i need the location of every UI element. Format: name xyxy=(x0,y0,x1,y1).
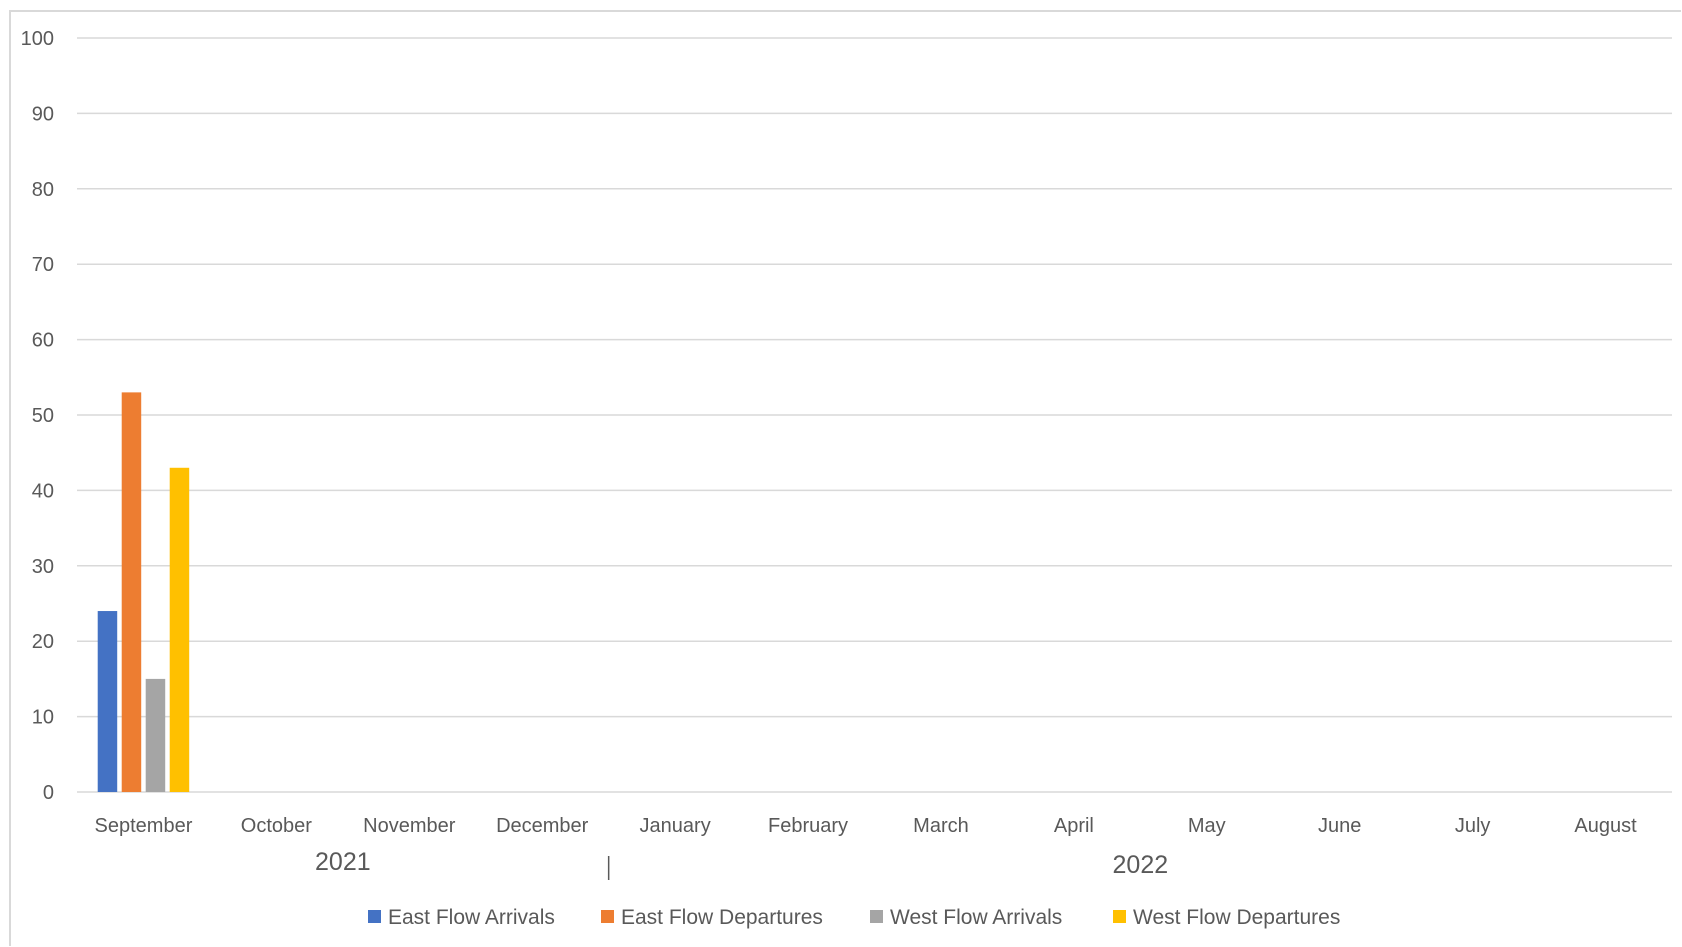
bar-west-flow-departures-september xyxy=(169,467,190,792)
y-tick-label-30: 30 xyxy=(32,556,54,578)
legend-label-west-flow-departures: West Flow Departures xyxy=(1133,906,1340,929)
y-tick-label-70: 70 xyxy=(32,254,54,276)
x-tick-label-january: January xyxy=(640,815,711,837)
x-tick-label-may: May xyxy=(1188,815,1226,837)
x-tick-label-july: July xyxy=(1455,815,1491,837)
x-tick-label-october: October xyxy=(241,815,312,837)
bar-east-flow-arrivals-september xyxy=(97,611,118,792)
bar-west-flow-arrivals-september xyxy=(145,678,166,792)
chart-frame xyxy=(9,10,1681,946)
y-tick-label-0: 0 xyxy=(43,782,54,804)
y-tick-label-80: 80 xyxy=(32,179,54,201)
y-tick-label-20: 20 xyxy=(32,631,54,653)
y-tick-label-40: 40 xyxy=(32,480,54,502)
legend-label-east-flow-departures: East Flow Departures xyxy=(621,906,823,929)
x-tick-label-june: June xyxy=(1318,815,1361,837)
x-tick-label-december: December xyxy=(496,815,589,837)
year-label-2022: 2022 xyxy=(1113,851,1169,879)
bar-east-flow-departures-september xyxy=(121,392,142,792)
x-tick-label-march: March xyxy=(913,815,969,837)
x-tick-label-september: September xyxy=(95,815,193,837)
year-label-2021: 2021 xyxy=(315,848,371,876)
x-tick-label-april: April xyxy=(1054,815,1094,837)
legend-label-east-flow-arrivals: East Flow Arrivals xyxy=(388,906,555,929)
x-tick-label-november: November xyxy=(363,815,456,837)
legend-swatch-west-flow-arrivals xyxy=(870,910,883,923)
y-tick-label-60: 60 xyxy=(32,330,54,352)
x-tick-label-february: February xyxy=(768,815,848,837)
y-tick-label-100: 100 xyxy=(21,28,54,50)
y-tick-label-50: 50 xyxy=(32,405,54,427)
legend-swatch-west-flow-departures xyxy=(1113,910,1126,923)
legend-swatch-east-flow-departures xyxy=(601,910,614,923)
legend-label-west-flow-arrivals: West Flow Arrivals xyxy=(890,906,1062,929)
x-tick-label-august: August xyxy=(1574,815,1637,837)
y-tick-label-90: 90 xyxy=(32,103,54,125)
y-tick-label-10: 10 xyxy=(32,707,54,729)
legend-swatch-east-flow-arrivals xyxy=(368,910,381,923)
